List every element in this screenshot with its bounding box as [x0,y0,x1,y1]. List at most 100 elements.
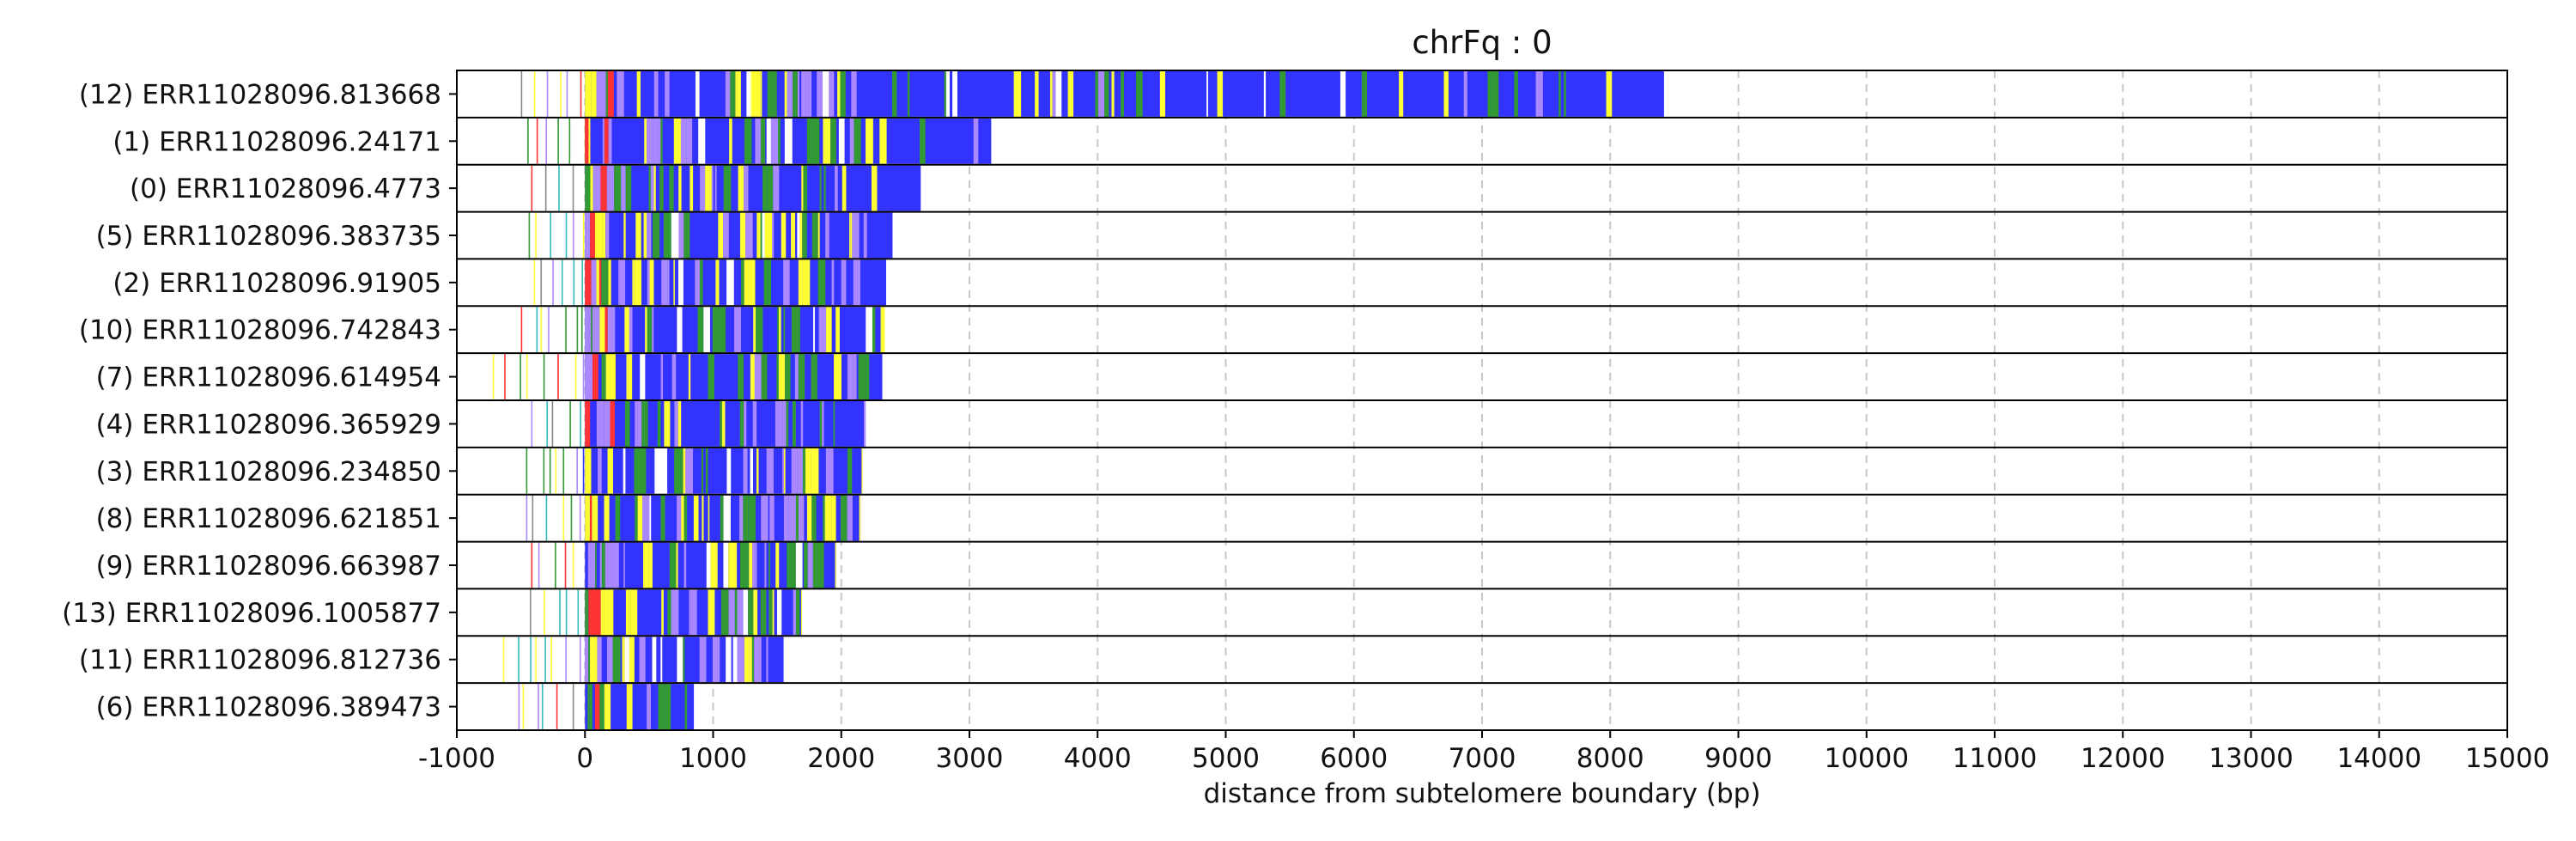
read-segment [812,542,820,588]
read-segment [644,118,647,164]
read-segment [760,71,762,117]
read-segment [1340,71,1346,117]
read-segment [803,165,808,211]
read-segment [652,637,657,683]
read-segment [750,448,753,494]
read-segment [601,259,609,306]
read-segment [588,637,591,683]
read-segment [594,212,603,259]
read-row [531,165,921,211]
x-tick-label: 12000 [2081,743,2166,774]
read-segment [795,495,799,541]
read-segment [624,307,629,353]
read-segment [561,259,563,306]
read-segment [594,589,601,636]
read-segment [760,589,763,636]
read-segment [791,212,796,259]
read-segment [610,354,616,399]
read-segment [630,589,638,636]
read-segment [791,448,798,494]
read-segment [766,637,769,683]
read-segment [598,259,602,306]
read-segment [667,259,670,306]
read-segment [677,259,683,306]
x-tick-label: 2000 [807,743,875,774]
x-tick-label: 5000 [1192,743,1260,774]
read-segment [602,212,606,259]
read-segment [800,589,803,636]
read-segment [590,637,598,683]
read-segment [750,354,755,399]
read-segment [546,71,549,117]
read-segment [560,71,562,117]
read-segment [551,401,554,447]
read-segment [720,401,722,447]
read-segment [784,118,793,164]
read-segment [772,212,775,259]
read-segment [601,542,605,588]
read-segment [728,542,730,588]
read-segment [800,401,804,447]
read-segment [601,354,604,399]
read-segment [738,165,743,211]
read-segment [807,542,813,588]
read-segment [775,401,783,447]
read-segment [823,165,826,211]
read-segment [782,448,784,494]
read-segment [533,71,536,117]
read-segment [659,165,664,211]
read-segment [527,118,529,164]
read-segment [635,401,638,447]
read-segment [667,589,671,636]
read-segment [683,637,685,683]
read-segment [823,495,825,541]
read-segment [653,118,659,164]
read-segment [776,589,782,636]
read-segment [607,448,613,494]
read-segment [581,259,584,306]
read-segment [762,165,768,211]
read-segment [756,448,759,494]
read-segment [689,589,691,636]
read-segment [557,118,559,164]
read-segment [543,448,545,494]
read-segment [603,354,606,399]
x-tick-label: -1000 [418,743,495,774]
read-segment [576,307,579,353]
read-segment [518,637,519,683]
read-body [585,448,862,494]
read-label: (6) ERR11028096.389473 [96,692,441,723]
read-segment [568,118,571,164]
read-segment [833,401,835,447]
read-segment [703,307,710,353]
read-segment [674,448,682,494]
read-segment [605,307,608,353]
read-segment [762,212,765,259]
read-segment [605,71,608,117]
read-segment [577,589,580,636]
read-segment [743,448,748,494]
read-segment [519,354,521,399]
read-segment [602,118,605,164]
read-segment [650,165,654,211]
read-segment [787,542,794,588]
read-segment [699,637,707,683]
read-segment [799,307,800,353]
read-segment [557,354,559,399]
read-segment [648,542,653,588]
read-segment [504,354,506,399]
read-segment [585,495,590,541]
read-segment [681,495,684,541]
read-label: (0) ERR11028096.4773 [130,174,441,204]
read-segment [530,589,532,636]
read-segment [590,165,593,211]
read-segment [597,637,602,683]
read-segment [545,495,548,541]
read-segment [502,637,505,683]
read-segment [606,165,615,211]
read-segment [756,212,761,259]
read-segment [1136,71,1143,117]
chart-title: chrFq : 0 [1412,24,1552,61]
x-tick-marks: -1000 0 1000 2000 3000 4000 5000 6000 7000 8000 90… [418,730,2549,774]
read-segment [572,165,574,211]
